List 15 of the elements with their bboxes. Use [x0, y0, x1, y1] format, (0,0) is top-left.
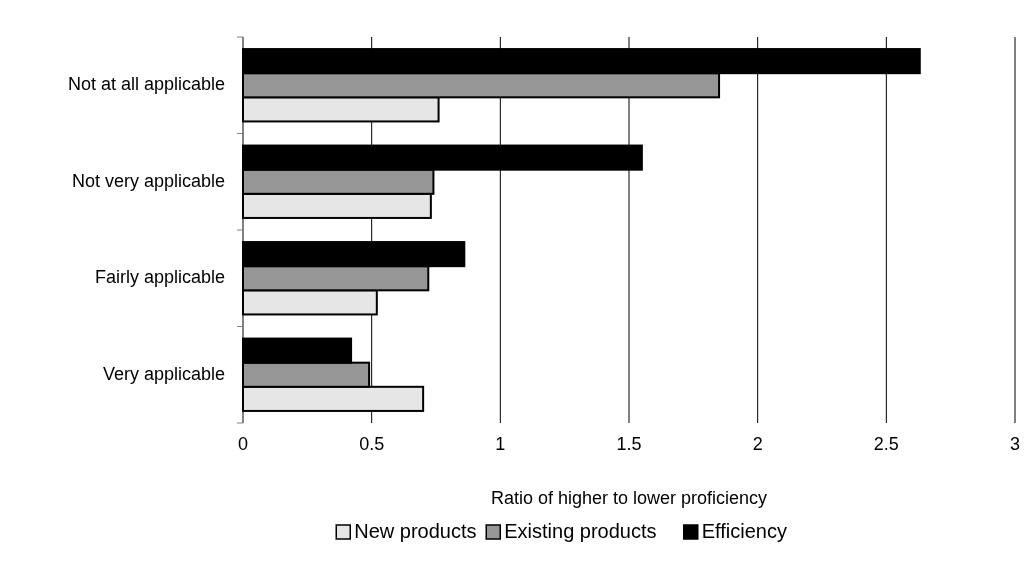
x-tick-label: 0 — [237, 433, 249, 454]
x-tick-label: 1.5 — [616, 433, 642, 454]
y-tick-label: Not very applicable — [71, 170, 225, 191]
x-axis-title: Ratio of higher to lower proficiency — [490, 488, 768, 508]
legend-label: New products — [354, 520, 477, 542]
y-tick-label: Not at all applicable — [67, 74, 225, 94]
x-tick-label: 2.5 — [873, 433, 899, 454]
y-tick-label: Fairly applicable — [94, 267, 225, 287]
legend-label: Efficiency — [701, 520, 787, 542]
x-tick-label: 1 — [495, 433, 506, 454]
y-tick-label: Very applicable — [102, 363, 225, 384]
x-tick-label: 0.5 — [359, 433, 385, 454]
x-tick-label: 3 — [1009, 433, 1021, 454]
x-tick-label: 2 — [752, 433, 763, 454]
legend-label: Existing products — [504, 520, 657, 542]
